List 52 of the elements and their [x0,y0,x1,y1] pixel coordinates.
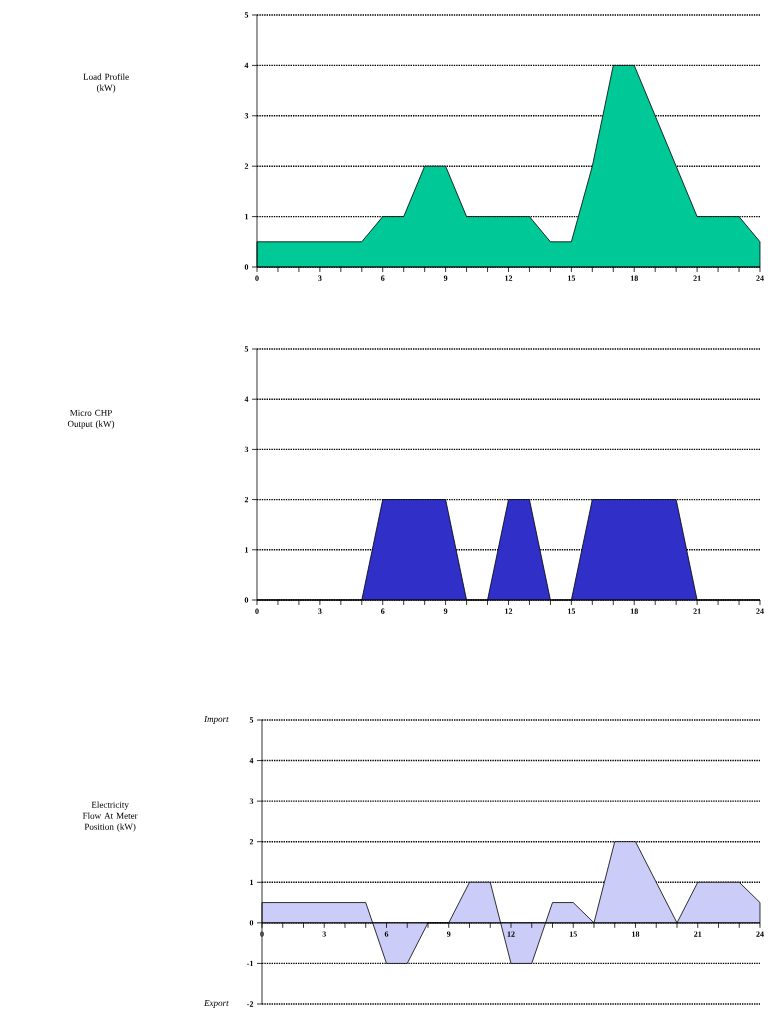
x-tick-label: 15 [568,608,576,614]
x-tick-label: 6 [384,931,389,937]
y-tick-label: 2 [244,163,249,169]
x-tick-label: 0 [255,275,259,281]
x-tick-label: 18 [632,931,640,937]
y-tick-label: 3 [244,113,249,119]
y-tick-label: 1 [250,879,254,885]
x-tick-label: 21 [693,275,701,281]
x-tick-label: 0 [260,931,264,937]
x-tick-label: 18 [630,608,638,614]
y-tick-label: 5 [249,717,254,723]
x-tick-label: 3 [318,275,322,281]
x-tick-label: 6 [381,608,385,614]
y-tick-label: 4 [249,757,254,764]
y-tick-label: 2 [244,496,249,503]
text: Export [203,1000,229,1008]
x-tick-label: 12 [507,931,515,937]
y-axis-title: Electricity Flow At Meter Position (kW) [82,801,138,832]
y-axis-title: Micro CHP Output (kW) [67,409,115,429]
text: Import [204,716,229,724]
x-tick-label: 6 [381,275,385,281]
x-tick-label: 24 [756,931,764,937]
y-tick-label: 0 [244,264,249,270]
y-tick-label: 0 [244,597,249,603]
x-tick-label: 24 [756,275,764,281]
x-tick-label: 15 [569,931,577,937]
x-tick-label: 12 [505,275,513,281]
x-tick-label: 21 [694,931,702,937]
x-tick-label: 9 [446,931,451,937]
x-tick-label: 3 [318,608,322,614]
y-tick-label: 1 [245,547,249,553]
y-tick-label: 5 [244,12,249,18]
y-tick-label: -2 [247,1001,254,1007]
x-tick-label: 0 [255,608,259,614]
y-axis-title: Load Profile (kW) [83,73,129,93]
y-tick-label: 3 [249,798,254,804]
x-tick-label: 3 [322,931,326,937]
x-tick-label: 12 [505,608,513,614]
x-tick-label: 9 [443,275,448,281]
y-tick-label: 0 [249,920,254,926]
x-tick-label: 18 [630,275,638,281]
y-tick-label: 5 [244,346,249,352]
x-tick-label: 21 [693,608,701,614]
y-tick-label: 4 [244,62,249,69]
y-tick-label: 3 [244,446,249,453]
y-tick-label: 4 [244,396,249,402]
y-tick-label: 2 [249,839,254,845]
x-tick-label: 15 [568,275,576,281]
y-tick-label: 1 [245,213,249,220]
x-tick-label: 9 [443,608,448,614]
y-tick-label: -1 [247,960,254,967]
x-tick-label: 24 [756,608,764,614]
